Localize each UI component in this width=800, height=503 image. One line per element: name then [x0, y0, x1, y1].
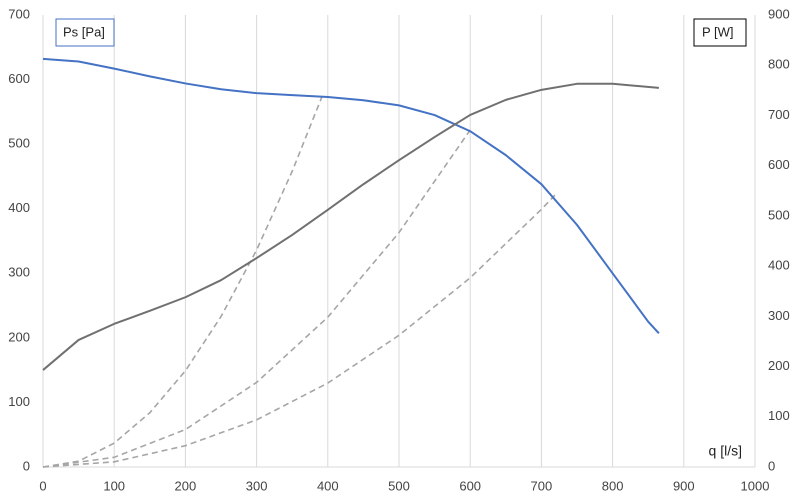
legend-box: [693, 18, 747, 47]
y2-tick-label: 300: [768, 308, 790, 323]
x-axis-label: q [l/s]: [709, 443, 742, 459]
y-tick-label: 300: [8, 265, 30, 280]
y2-tick-label: 700: [768, 107, 790, 122]
y-tick-label: 0: [23, 458, 30, 473]
x-tick-label: 700: [531, 478, 553, 493]
line: [42, 129, 471, 468]
y-tick-label: 400: [8, 200, 30, 215]
x-tick-label: 200: [175, 478, 197, 493]
x-tick-label: 600: [459, 478, 481, 493]
line: [42, 82, 659, 371]
x-tick-label: 400: [317, 478, 339, 493]
y2-tick-label: 0: [768, 458, 775, 473]
x-tick-label: 300: [246, 478, 268, 493]
x-tick-label: 0: [39, 478, 46, 493]
y-tick-label: 100: [8, 394, 30, 409]
y2-tick-label: 500: [768, 207, 790, 222]
x-tick-label: 800: [602, 478, 624, 493]
y2-tick-label: 600: [768, 157, 790, 172]
x-tick-label: 500: [388, 478, 410, 493]
y-tick-label: 600: [8, 71, 30, 86]
y-tick-label: 200: [8, 329, 30, 344]
line: [42, 96, 323, 468]
x-tick-label: 100: [103, 478, 125, 493]
legend-box: [55, 18, 115, 47]
y-tick-label: 500: [8, 136, 30, 151]
x-tick-label: 900: [673, 478, 695, 493]
legend-label: Ps [Pa]: [63, 24, 105, 39]
y2-tick-label: 400: [768, 258, 790, 273]
legend-label: P [W]: [702, 24, 734, 39]
y2-tick-label: 200: [768, 358, 790, 373]
y2-tick-label: 800: [768, 57, 790, 72]
y-tick-label: 700: [8, 6, 30, 21]
line: [42, 194, 556, 468]
y2-tick-label: 900: [768, 6, 790, 21]
y2-tick-label: 100: [768, 408, 790, 423]
line: [42, 57, 660, 335]
x-tick-label: 1000: [741, 478, 770, 493]
